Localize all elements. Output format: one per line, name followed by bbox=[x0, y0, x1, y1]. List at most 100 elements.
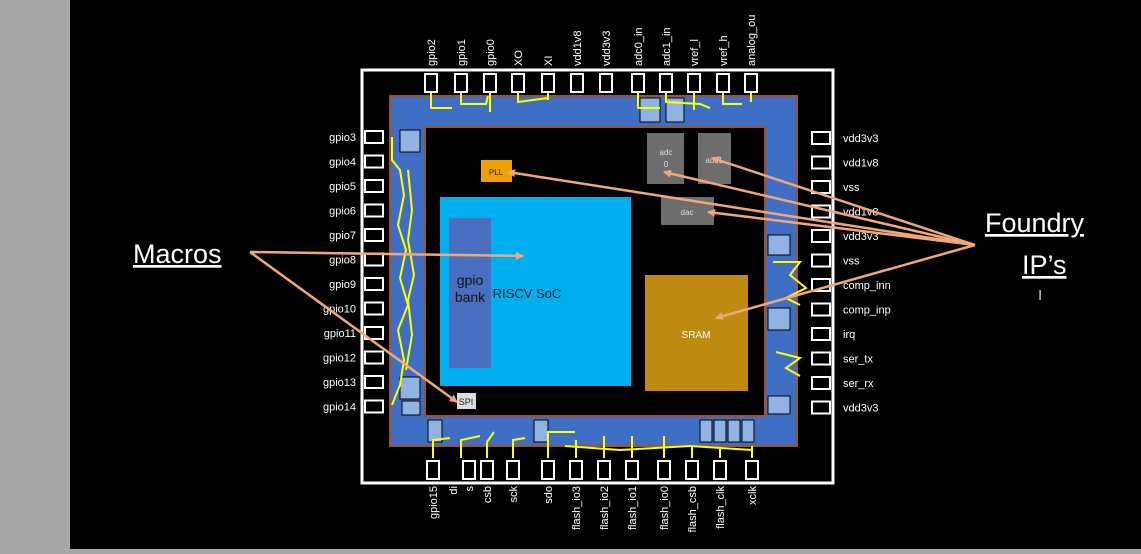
arrow-foundry-to-adc0 bbox=[663, 169, 976, 247]
top-pin-2 bbox=[483, 73, 497, 93]
bottom-pin-2 bbox=[462, 460, 476, 480]
top-pin-label-0: gpio2 bbox=[426, 39, 438, 66]
left-pin-7 bbox=[364, 301, 384, 316]
pll-label: PLL bbox=[489, 168, 504, 177]
left-pin-6 bbox=[364, 277, 384, 291]
right-pin-0 bbox=[811, 131, 831, 145]
sram-label: SRAM bbox=[682, 330, 711, 341]
top-pin-6 bbox=[599, 73, 613, 93]
right-pin-label-9: ser_tx bbox=[843, 354, 873, 366]
right-pin-label-0: vdd3v3 bbox=[843, 133, 878, 145]
top-pin-1 bbox=[454, 73, 468, 93]
top-pin-label-10: vref_h bbox=[718, 35, 730, 66]
left-pin-11 bbox=[364, 399, 384, 414]
bottom-pin-label-6: flash_io3 bbox=[571, 486, 583, 530]
right-pin-8 bbox=[811, 327, 831, 341]
arrow-foundry-to-sram bbox=[715, 243, 976, 320]
riscv-soc-label: RISCV SoC bbox=[493, 286, 562, 301]
top-pin-0 bbox=[424, 73, 438, 93]
top-pin-label-1: gpio1 bbox=[456, 39, 468, 66]
spi-block bbox=[457, 393, 476, 409]
pin-squares bbox=[364, 73, 831, 480]
left-pin-label-3: gpio6 bbox=[329, 206, 356, 218]
right-pin-4 bbox=[811, 229, 831, 243]
top-pin-3 bbox=[511, 73, 525, 93]
sram-block bbox=[645, 275, 748, 391]
right-pin-label-11: vdd3v3 bbox=[843, 403, 878, 415]
left-pin-label-9: gpio12 bbox=[323, 353, 356, 365]
right-pin-11 bbox=[811, 400, 831, 415]
bottom-pin-6 bbox=[569, 460, 583, 480]
left-pin-1 bbox=[364, 154, 384, 169]
chip-outline bbox=[360, 68, 835, 485]
left-pin-8 bbox=[364, 326, 384, 340]
arrow-macros-to-soc bbox=[249, 250, 524, 260]
callout-arrows bbox=[249, 156, 976, 404]
top-pin-7 bbox=[631, 73, 645, 93]
left-pin-10 bbox=[364, 375, 384, 389]
adc0-label-line2: 0 bbox=[664, 160, 669, 169]
gpio-bank-label-line2: bank bbox=[455, 289, 486, 305]
top-pin-label-4: XI bbox=[543, 56, 555, 66]
right-pin-label-10: ser_rx bbox=[843, 378, 874, 390]
dac-label: dac bbox=[681, 208, 694, 217]
foundry-ip-callout-line2: IP’s bbox=[1022, 250, 1067, 280]
arrow-foundry-to-adc1 bbox=[711, 156, 976, 247]
bottom-pin-label-9: flash_io0 bbox=[659, 486, 671, 530]
gpio-bank-label-line1: gpio bbox=[457, 272, 484, 288]
right-pin-label-2: vss bbox=[843, 182, 860, 194]
bottom-pin-label-12: xclk bbox=[747, 486, 759, 505]
right-pin-label-8: irq bbox=[843, 329, 855, 341]
bottom-pin-11 bbox=[713, 460, 727, 480]
bottom-pin-8 bbox=[625, 460, 639, 480]
left-side-panel bbox=[0, 0, 70, 549]
arrow-macros-to-spi bbox=[249, 250, 458, 404]
bottom-pin-label-7: flash_io2 bbox=[599, 486, 611, 530]
left-pin-5 bbox=[364, 252, 384, 267]
right-pin-label-7: comp_inp bbox=[843, 305, 891, 317]
left-pin-label-1: gpio4 bbox=[329, 157, 356, 169]
top-pin-9 bbox=[687, 73, 701, 93]
adc0-label-line1: adc bbox=[660, 148, 673, 157]
bottom-pin-9 bbox=[657, 460, 671, 480]
bottom-pin-7 bbox=[597, 460, 611, 480]
right-pin-10 bbox=[811, 376, 831, 390]
bottom-pin-label-3: csb bbox=[482, 486, 494, 503]
right-pin-5 bbox=[811, 253, 831, 268]
bottom-pin-label-10: flash_csb bbox=[687, 486, 699, 532]
top-pin-label-8: adc1_in bbox=[661, 27, 673, 66]
top-pin-label-5: vdd1v8 bbox=[572, 31, 584, 66]
left-pin-0 bbox=[364, 130, 384, 144]
spi-label: SPI bbox=[459, 397, 474, 407]
right-pin-label-6: comp_inn bbox=[843, 280, 891, 292]
left-pin-label-10: gpio13 bbox=[323, 377, 356, 389]
left-pin-9 bbox=[364, 350, 384, 365]
top-pin-10 bbox=[716, 73, 730, 93]
left-pin-label-5: gpio8 bbox=[329, 255, 356, 267]
bottom-pin-label-5: sdo bbox=[543, 486, 555, 504]
left-pin-label-8: gpio11 bbox=[324, 328, 356, 340]
top-pin-label-7: adc0_in bbox=[633, 27, 645, 66]
pad-cells bbox=[399, 97, 791, 443]
right-pin-label-4: vdd3v3 bbox=[843, 231, 878, 243]
foundry-ip-callout-line1: Foundry bbox=[985, 208, 1085, 238]
bottom-pin-4 bbox=[506, 460, 520, 480]
arrow-foundry-to-pll bbox=[507, 169, 976, 247]
left-pin-label-11: gpio14 bbox=[323, 402, 356, 414]
left-pin-label-4: gpio7 bbox=[329, 230, 356, 242]
bottom-pin-5 bbox=[541, 460, 555, 480]
top-pin-label-6: vdd3v3 bbox=[601, 31, 613, 66]
top-pin-11 bbox=[744, 73, 758, 93]
bottom-pin-12 bbox=[745, 460, 759, 480]
top-pin-label-3: XO bbox=[513, 50, 525, 66]
top-pin-label-9: vref_l bbox=[689, 39, 701, 66]
bottom-pin-label-11: flash_clk bbox=[715, 486, 727, 529]
text-cursor-icon: I bbox=[1038, 287, 1042, 304]
pll-block bbox=[481, 160, 512, 182]
pin-labels: gpio2 gpio1 gpio0 XO XI vdd1v8 vdd3v3 adc0_in ad… bbox=[323, 15, 891, 533]
top-pin-label-11: analog_ou bbox=[746, 15, 758, 66]
gpio-bank-block bbox=[449, 218, 491, 368]
left-pin-4 bbox=[364, 228, 384, 242]
top-pin-4 bbox=[541, 73, 555, 93]
